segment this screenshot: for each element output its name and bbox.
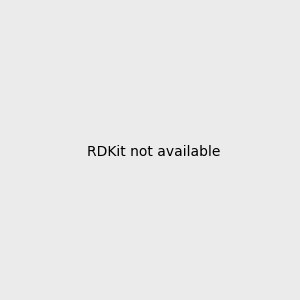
- Text: RDKit not available: RDKit not available: [87, 145, 220, 158]
